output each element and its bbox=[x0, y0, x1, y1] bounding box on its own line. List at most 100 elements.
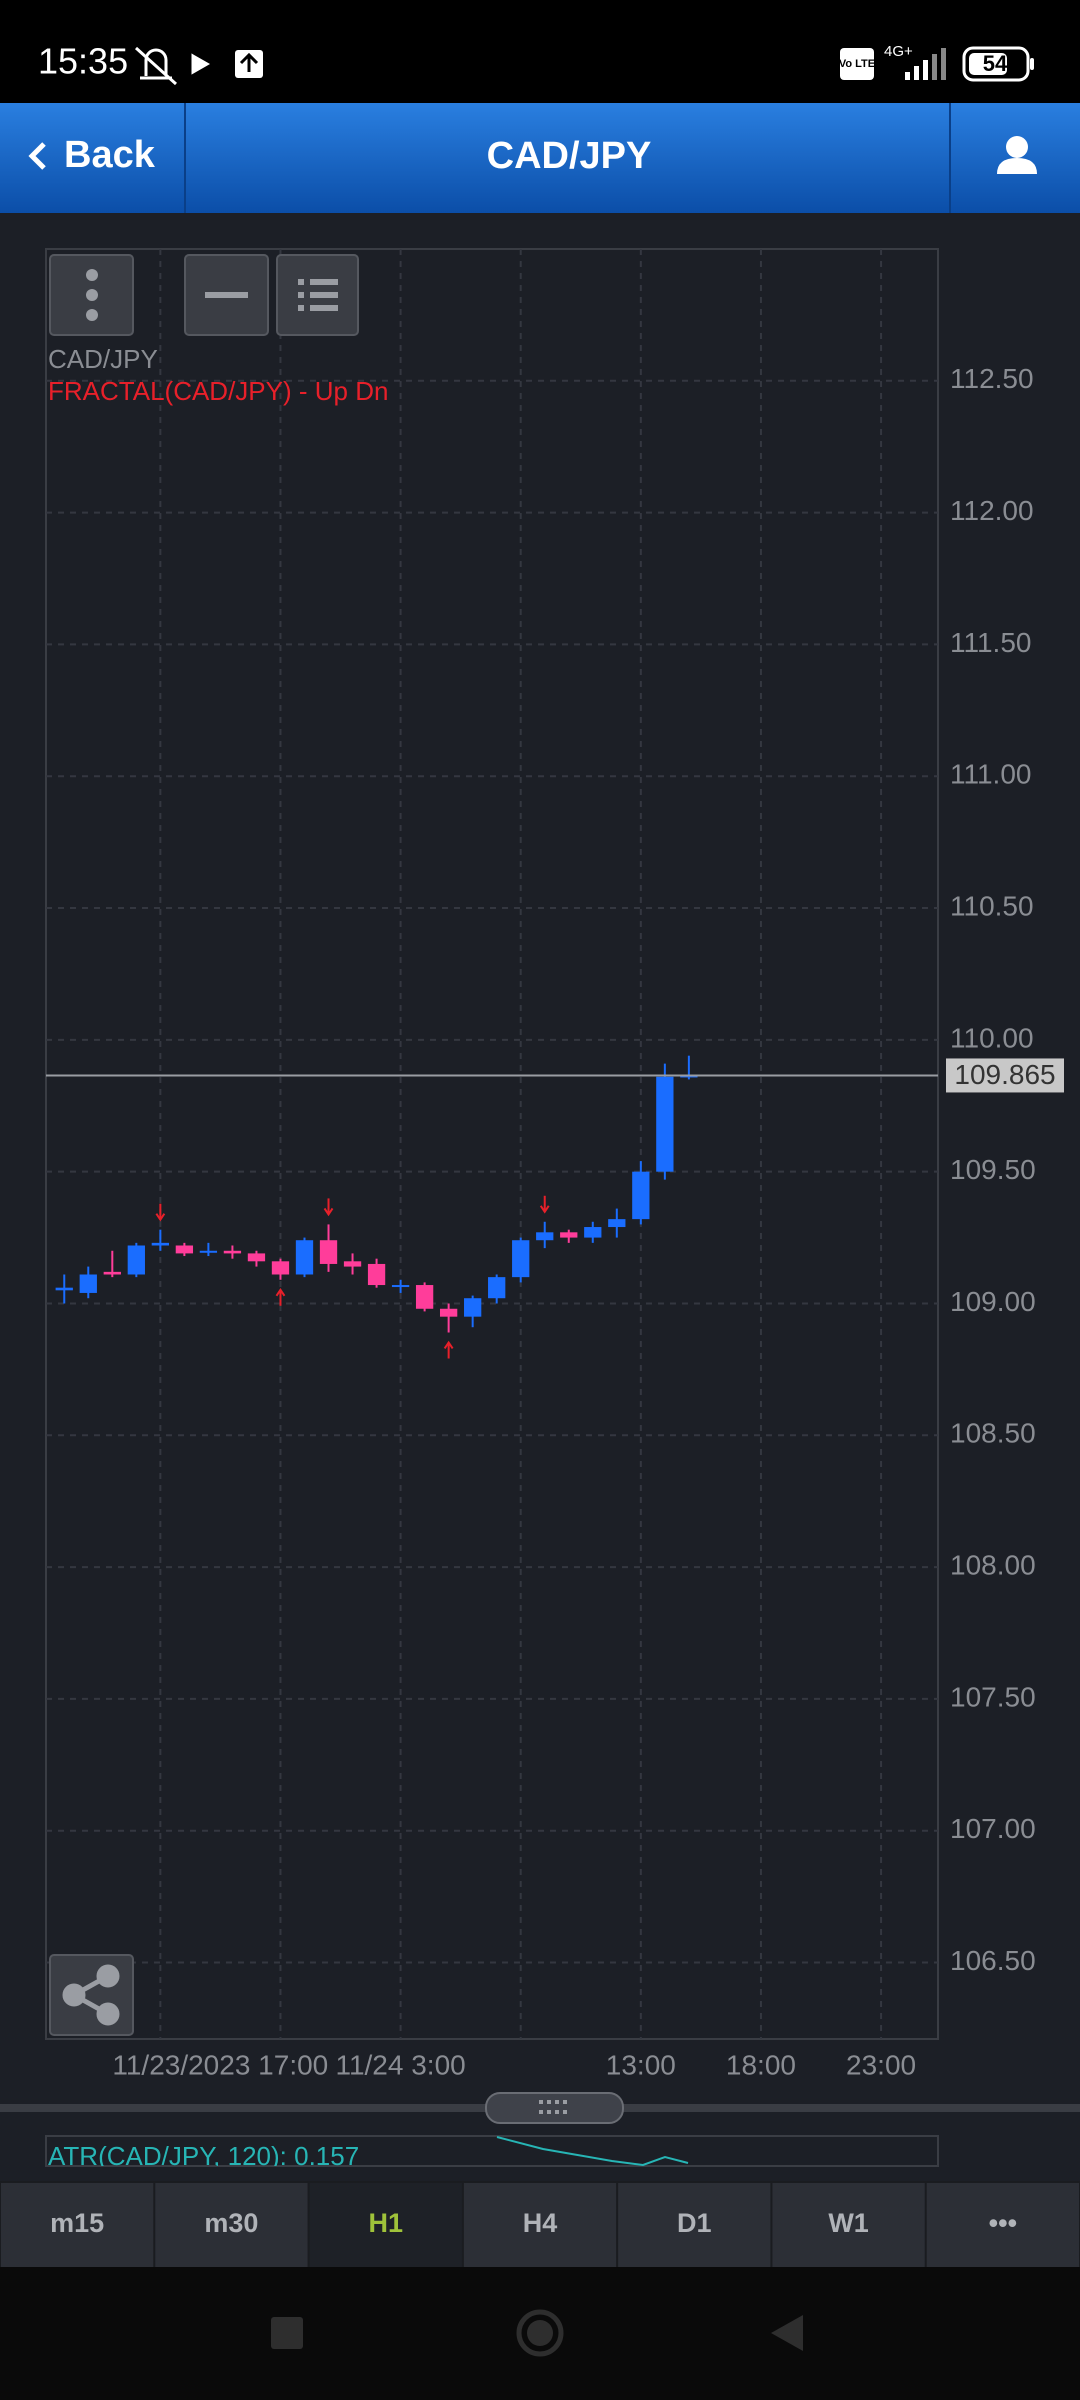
candle-body bbox=[319, 1240, 338, 1264]
candle-body bbox=[488, 1277, 506, 1299]
candle-body bbox=[632, 1171, 650, 1220]
timeframe-tab[interactable]: W1 bbox=[772, 2183, 925, 2267]
candle-body bbox=[656, 1076, 674, 1172]
candle-body bbox=[608, 1219, 626, 1228]
fractal-arrow bbox=[539, 1195, 550, 1214]
nav-back[interactable] bbox=[771, 2315, 803, 2351]
timeframe-tab-bg[interactable] bbox=[463, 2183, 617, 2267]
candle-body bbox=[295, 1240, 314, 1275]
timeframe-tab-label[interactable]: D1 bbox=[677, 2208, 712, 2238]
timeframe-tab-label[interactable]: H1 bbox=[368, 2208, 403, 2238]
timeframe-tab[interactable]: m30 bbox=[155, 2183, 308, 2267]
nav-recents[interactable] bbox=[271, 2317, 303, 2349]
share-button[interactable] bbox=[49, 1954, 134, 2036]
fractal-arrow bbox=[443, 1340, 454, 1359]
timeframe-tab-label[interactable]: H4 bbox=[523, 2208, 558, 2238]
y-tick-label: 107.50 bbox=[950, 1681, 1036, 1712]
x-tick-label: 13:00 bbox=[606, 2049, 676, 2080]
timeframe-tab-bg[interactable] bbox=[155, 2183, 308, 2267]
candle-body bbox=[55, 1287, 73, 1291]
y-tick-label: 109.00 bbox=[950, 1286, 1036, 1317]
candle-body bbox=[103, 1271, 121, 1275]
y-tick-label: 111.00 bbox=[950, 759, 1031, 790]
timeframe-tab-label[interactable]: W1 bbox=[828, 2208, 869, 2238]
network: 4G+ bbox=[884, 43, 913, 60]
last-price-label: 109.865 bbox=[954, 1059, 1055, 1090]
header-title: CAD/JPY bbox=[487, 135, 652, 177]
fractal-arrow bbox=[275, 1287, 286, 1306]
user-button[interactable] bbox=[997, 136, 1037, 174]
chart-layer: 106.50 107.00 107.50 108.00 108.50 109.00 109.… bbox=[46, 249, 1064, 2080]
candle-body bbox=[151, 1242, 170, 1246]
pane-handle-bg[interactable] bbox=[485, 2092, 624, 2124]
back-chevron[interactable] bbox=[28, 142, 46, 170]
menu-button[interactable] bbox=[49, 254, 134, 336]
y-tick-label: 106.50 bbox=[950, 1945, 1036, 1976]
timeframe-tab-label[interactable]: m15 bbox=[50, 2208, 104, 2238]
status-time: 15:35 bbox=[38, 41, 128, 82]
share-button-bg[interactable] bbox=[49, 1954, 134, 2036]
tabs: m15 m30 H1 H4 D1 W1 ••• bbox=[1, 2183, 1079, 2267]
header bbox=[0, 103, 1080, 213]
fractal-arrow-head bbox=[155, 1213, 166, 1222]
y-tick-label: 107.00 bbox=[950, 1813, 1036, 1844]
pane-handle[interactable] bbox=[485, 2092, 624, 2124]
candle-body bbox=[79, 1274, 97, 1293]
y-tick-label: 112.50 bbox=[950, 363, 1034, 394]
battery: 54 bbox=[983, 51, 1008, 76]
y-tick-label: 110.50 bbox=[950, 890, 1034, 921]
fractal-arrow-head bbox=[275, 1287, 286, 1297]
candle-body bbox=[199, 1250, 218, 1253]
fractal-arrow bbox=[323, 1198, 334, 1217]
atr-label: ATR(CAD/JPY, 120): 0.157 bbox=[48, 2141, 359, 2171]
y-tick-label: 112.00 bbox=[950, 495, 1034, 526]
list-button[interactable] bbox=[276, 254, 359, 336]
y-tick-label: 108.00 bbox=[950, 1550, 1036, 1581]
candle-body bbox=[391, 1285, 410, 1288]
volte: Vo LTE bbox=[839, 58, 875, 70]
candle-body bbox=[560, 1232, 578, 1238]
candle-body bbox=[247, 1253, 266, 1262]
candle-body bbox=[584, 1227, 602, 1238]
last-price-box bbox=[946, 1058, 1064, 1093]
legend-symbol: CAD/JPY bbox=[48, 344, 158, 374]
timeframe-tab[interactable]: H1 bbox=[309, 2183, 462, 2267]
timeframe-tab-label[interactable]: ••• bbox=[989, 2208, 1017, 2238]
candle-body bbox=[512, 1240, 530, 1278]
timeframe-tab-bg[interactable] bbox=[618, 2183, 771, 2267]
status-icons bbox=[134, 46, 263, 86]
plot-area bbox=[45, 248, 939, 2040]
fractal-arrow-head bbox=[323, 1207, 334, 1217]
atr-pane bbox=[45, 2135, 939, 2167]
fractal-arrow-head bbox=[539, 1205, 550, 1214]
candle-body bbox=[343, 1261, 362, 1267]
x-tick-label: 11/24 3:00 bbox=[335, 2049, 465, 2080]
x-tick-label: 18:00 bbox=[726, 2049, 796, 2080]
timeframe-tab-bg[interactable] bbox=[772, 2183, 925, 2267]
nav-home-dot[interactable] bbox=[527, 2320, 553, 2346]
timeframe-tab[interactable]: D1 bbox=[618, 2183, 771, 2267]
x-tick-label: 11/23/2023 17:00 bbox=[112, 2049, 328, 2080]
atr-content: ATR(CAD/JPY, 120): 0.157 bbox=[48, 2136, 689, 2171]
status-right: Vo LTE 4G+ 54 bbox=[839, 43, 1034, 82]
y-tick-label: 110.00 bbox=[950, 1022, 1034, 1053]
candle-body bbox=[439, 1308, 458, 1317]
nav-home[interactable] bbox=[516, 2309, 564, 2357]
timeframe-tab-bg[interactable] bbox=[1, 2183, 154, 2267]
candle-body bbox=[536, 1232, 554, 1241]
y-tick-label: 111.50 bbox=[950, 627, 1031, 658]
y-tick-label: 109.50 bbox=[950, 1154, 1036, 1185]
timeframe-tab-bg[interactable] bbox=[926, 2183, 1079, 2267]
candle-body bbox=[223, 1250, 242, 1254]
back-button[interactable]: Back bbox=[28, 134, 156, 176]
timeframe-tab[interactable]: H4 bbox=[463, 2183, 617, 2267]
candle-body bbox=[415, 1285, 434, 1309]
timeframe-tab[interactable]: ••• bbox=[926, 2183, 1079, 2267]
timeframe-tab[interactable]: m15 bbox=[1, 2183, 154, 2267]
timeframe-tab-label[interactable]: m30 bbox=[204, 2208, 258, 2238]
timeframe-tab-bg[interactable] bbox=[309, 2183, 462, 2267]
candle-body bbox=[175, 1245, 194, 1254]
line-tool-button[interactable] bbox=[184, 254, 269, 336]
back-label[interactable]: Back bbox=[64, 134, 156, 176]
